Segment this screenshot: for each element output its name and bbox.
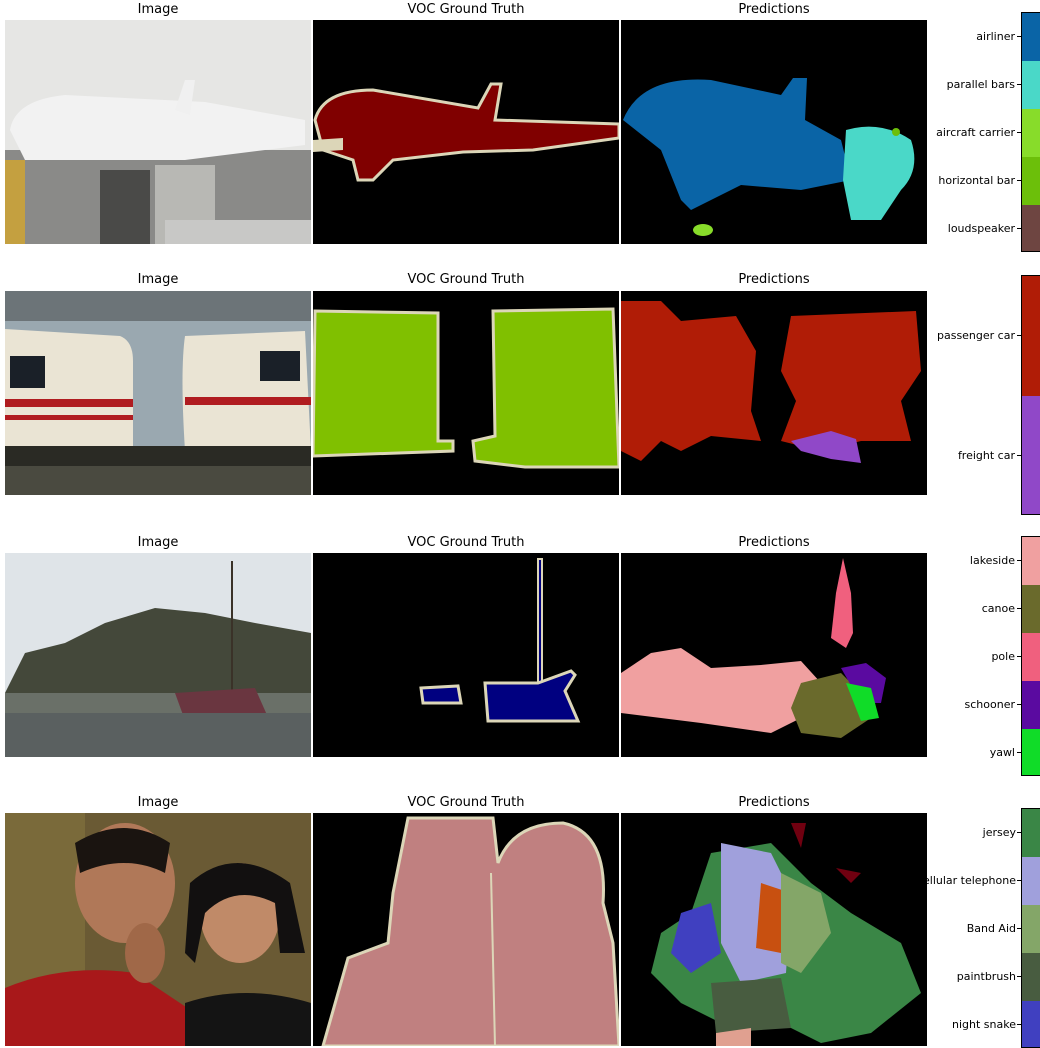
pred-title: Predictions: [738, 2, 810, 17]
class-legend-row-1: airliner parallel bars aircraft carrier …: [900, 12, 1040, 252]
input-photo-people: [5, 813, 311, 1046]
legend-label: yawl: [989, 746, 1015, 759]
legend-label: Band Aid: [966, 922, 1016, 935]
legend-colorbar: [1021, 275, 1040, 515]
legend-label: aircraft carrier: [936, 126, 1015, 139]
legend-label: cellular telephone: [916, 874, 1016, 887]
image-title: Image: [137, 795, 179, 810]
legend-label: lakeside: [969, 554, 1015, 567]
pred-mask-trains: [621, 291, 927, 495]
result-row-1: Image VOC Ground Truth Predictions: [0, 0, 1040, 260]
legend-label: paintbrush: [956, 970, 1016, 983]
class-legend-row-3: lakeside canoe pole schooner yawl: [900, 536, 1040, 776]
truth-mask-people: [313, 813, 619, 1046]
input-photo-boat: [5, 553, 311, 757]
legend-label: horizontal bar: [938, 174, 1015, 187]
legend-label: parallel bars: [946, 78, 1015, 91]
input-photo-trains: [5, 291, 311, 495]
truth-mask-boat: [313, 553, 619, 757]
legend-colorbar: [1021, 536, 1040, 776]
truth-title: VOC Ground Truth: [407, 535, 525, 550]
result-row-2: Image VOC Ground Truth Predictions: [0, 270, 1040, 520]
legend-label: night snake: [952, 1018, 1016, 1031]
pred-mask-people: [621, 813, 927, 1046]
legend-label: airliner: [976, 30, 1015, 43]
legend-label: canoe: [981, 602, 1015, 615]
legend-label: schooner: [964, 698, 1015, 711]
legend-label: pole: [991, 650, 1015, 663]
image-title: Image: [137, 535, 179, 550]
legend-label: freight car: [957, 449, 1015, 462]
input-photo-airplane: [5, 20, 311, 244]
legend-colorbar: [1021, 808, 1040, 1048]
truth-title: VOC Ground Truth: [407, 795, 525, 810]
truth-title: VOC Ground Truth: [407, 272, 525, 287]
class-legend-row-2: passenger car freight car: [900, 275, 1040, 515]
pred-mask-boat: [621, 553, 927, 757]
pred-mask-airplane: [621, 20, 927, 244]
result-row-4: Image VOC Ground Truth Predictions: [0, 793, 1040, 1048]
legend-label: jersey: [982, 826, 1016, 839]
class-legend-row-4: jersey cellular telephone Band Aid paint…: [900, 808, 1040, 1048]
legend-colorbar: [1021, 12, 1040, 252]
result-row-3: Image VOC Ground Truth Predictions: [0, 533, 1040, 783]
truth-title: VOC Ground Truth: [407, 2, 525, 17]
legend-label: passenger car: [936, 329, 1015, 342]
pred-title: Predictions: [738, 795, 810, 810]
legend-label: loudspeaker: [947, 222, 1015, 235]
pred-title: Predictions: [738, 272, 810, 287]
image-title: Image: [137, 2, 179, 17]
pred-title: Predictions: [738, 535, 810, 550]
truth-mask-airplane: [313, 20, 619, 244]
image-title: Image: [137, 272, 179, 287]
truth-mask-trains: [313, 291, 619, 495]
